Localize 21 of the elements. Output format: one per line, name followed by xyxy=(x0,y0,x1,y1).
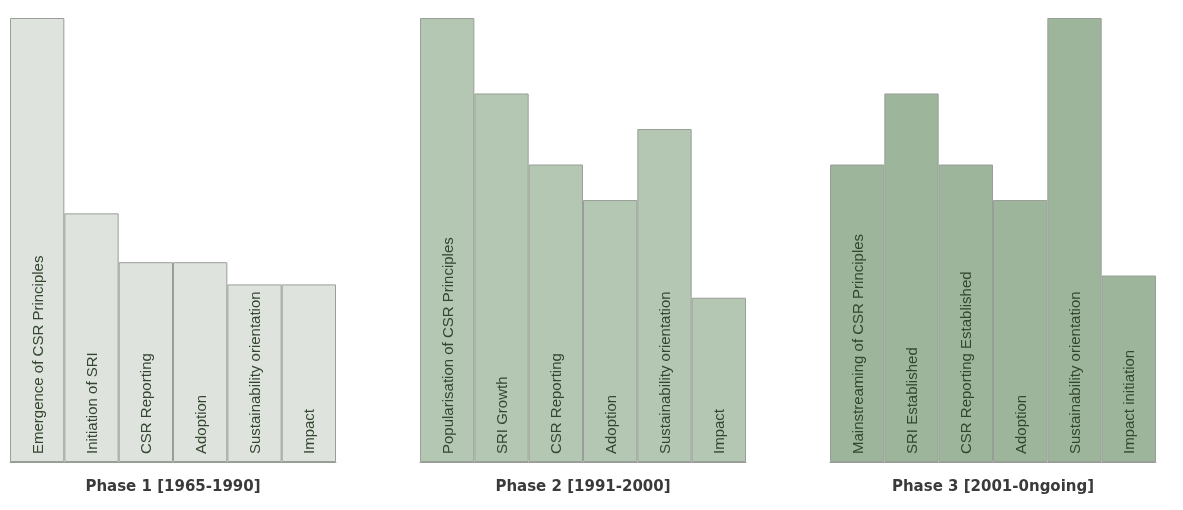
x-axis-title: Phase 2 [1991-2000] xyxy=(495,476,671,495)
x-axis-title: Phase 3 [2001-0ngoing] xyxy=(891,476,1095,495)
x-tick-label: Adoption xyxy=(191,394,209,454)
x-axis-title: Phase 1 [1965-1990] xyxy=(85,476,261,495)
x-tick-label: Popularisation of CSR Principles xyxy=(438,237,456,454)
x-tick-label: Emergence of CSR Principles xyxy=(28,255,46,454)
x-tick-label: Sustainability orientation xyxy=(246,291,263,454)
x-tick-label: Impact xyxy=(300,408,318,454)
x-tick-label: Impact initiation xyxy=(1120,349,1138,454)
x-tick-label: Initiation of SRI xyxy=(83,352,100,454)
x-tick-label: SRI Growth xyxy=(493,376,510,454)
x-tick-label: Impact xyxy=(710,408,728,454)
x-tick-label: Adoption xyxy=(1011,394,1029,454)
x-tick-label: Sustainability orientation xyxy=(1066,291,1083,454)
x-tick-label: Adoption xyxy=(601,394,619,454)
x-tick-label: Mainstreaming of CSR Principles xyxy=(848,233,866,454)
x-tick-label: Sustainability orientation xyxy=(656,291,673,454)
x-tick-label: SRI Established xyxy=(903,347,920,454)
x-tick-label: CSR Reporting xyxy=(137,353,155,454)
x-tick-label: CSR Reporting Established xyxy=(957,271,975,454)
x-tick-label: CSR Reporting xyxy=(547,353,565,454)
